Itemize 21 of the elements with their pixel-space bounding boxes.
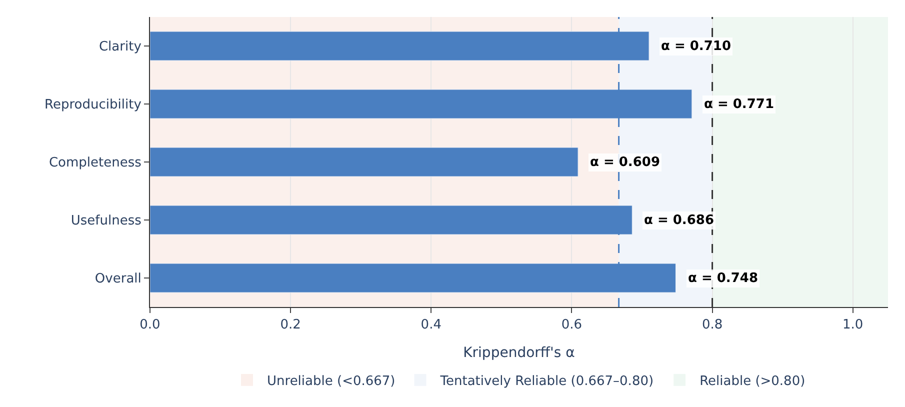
x-tick-label: 0.0 bbox=[140, 318, 160, 333]
x-tick-label: 1.0 bbox=[842, 318, 864, 333]
x-tick-label: 0.4 bbox=[420, 318, 442, 333]
data-label: α = 0.710 bbox=[661, 39, 731, 54]
y-tick-label: Clarity bbox=[98, 40, 142, 55]
y-tick-label: Completeness bbox=[48, 156, 142, 171]
data-label: α = 0.609 bbox=[590, 155, 660, 170]
legend-label: Reliable (>0.80) bbox=[700, 374, 806, 390]
x-tick-label: 0.2 bbox=[280, 318, 301, 333]
y-tick-label: Usefulness bbox=[70, 214, 142, 229]
bar bbox=[150, 147, 578, 177]
x-tick-label: 0.6 bbox=[561, 318, 582, 333]
data-label: α = 0.686 bbox=[644, 213, 714, 228]
legend-label: Tentatively Reliable (0.667–0.80) bbox=[439, 374, 654, 390]
data-label: α = 0.771 bbox=[704, 97, 774, 112]
x-tick-label: 0.8 bbox=[702, 318, 723, 333]
y-tick-label: Overall bbox=[94, 272, 142, 287]
data-label: α = 0.748 bbox=[688, 271, 758, 286]
y-tick-label: Reproducibility bbox=[44, 98, 142, 113]
legend-label: Unreliable (<0.667) bbox=[267, 374, 396, 390]
x-axis-title: Krippendorff's α bbox=[463, 344, 575, 361]
